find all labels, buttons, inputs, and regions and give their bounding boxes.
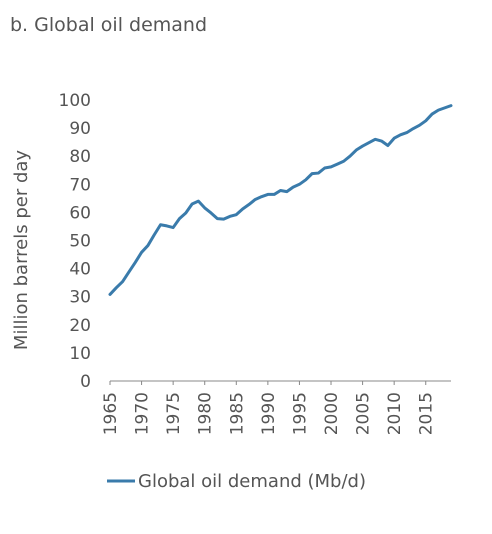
x-tick-label: 2015 — [417, 392, 437, 435]
y-tick-label: 0 — [80, 372, 91, 392]
y-tick-label: 70 — [69, 175, 91, 195]
y-tick-label: 90 — [69, 119, 91, 139]
x-tick-label: 2010 — [385, 392, 405, 435]
x-tick-marks — [109, 381, 427, 385]
y-axis-title-group: Million barrels per day — [11, 150, 32, 350]
y-tick-label: 40 — [69, 260, 91, 280]
x-tick-labels: 1965 1970 1975 1980 1985 1990 1995 2000 2005 2010… — [101, 392, 437, 435]
x-tick-label: 1990 — [259, 392, 279, 435]
y-tick-label: 30 — [69, 288, 91, 308]
legend-label: Global oil demand (Mb/d) — [138, 471, 366, 492]
x-tick-label: 1995 — [290, 392, 310, 435]
x-tick-label: 1965 — [101, 392, 121, 435]
y-tick-label: 100 — [59, 91, 91, 111]
chart-title: b. Global oil demand — [10, 14, 208, 36]
series-line-global-oil-demand — [108, 104, 453, 296]
y-tick-label: 60 — [69, 203, 91, 223]
x-tick-label: 2005 — [354, 392, 374, 435]
x-tick-label: 1970 — [133, 392, 153, 435]
x-tick-label: 1975 — [164, 392, 184, 435]
y-tick-labels: 0 10 20 30 40 50 60 70 80 90 100 — [59, 91, 91, 392]
x-tick-label: 1985 — [227, 392, 247, 435]
x-tick-label: 1980 — [196, 392, 216, 435]
legend: Global oil demand (Mb/d) — [107, 471, 366, 492]
x-tick-label: 2000 — [322, 392, 342, 435]
y-tick-label: 20 — [69, 316, 91, 336]
y-tick-label: 10 — [69, 344, 91, 364]
y-tick-label: 50 — [69, 232, 91, 252]
y-tick-label: 80 — [69, 147, 91, 167]
y-axis-title: Million barrels per day — [11, 150, 32, 350]
